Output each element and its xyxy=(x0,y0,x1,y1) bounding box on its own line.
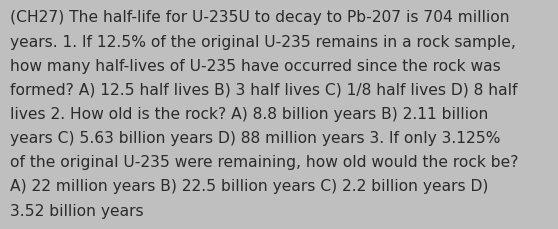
Text: how many half-lives of U-235 have occurred since the rock was: how many half-lives of U-235 have occurr… xyxy=(10,58,501,73)
Text: (CH27) The half-life for U-235U to decay to Pb-207 is 704 million: (CH27) The half-life for U-235U to decay… xyxy=(10,10,509,25)
Text: of the original U-235 were remaining, how old would the rock be?: of the original U-235 were remaining, ho… xyxy=(10,155,518,169)
Text: years. 1. If 12.5% of the original U-235 remains in a rock sample,: years. 1. If 12.5% of the original U-235… xyxy=(10,34,516,49)
Text: 3.52 billion years: 3.52 billion years xyxy=(10,203,143,218)
Text: A) 22 million years B) 22.5 billion years C) 2.2 billion years D): A) 22 million years B) 22.5 billion year… xyxy=(10,179,488,194)
Text: formed? A) 12.5 half lives B) 3 half lives C) 1/8 half lives D) 8 half: formed? A) 12.5 half lives B) 3 half liv… xyxy=(10,82,517,97)
Text: years C) 5.63 billion years D) 88 million years 3. If only 3.125%: years C) 5.63 billion years D) 88 millio… xyxy=(10,131,501,145)
Text: lives 2. How old is the rock? A) 8.8 billion years B) 2.11 billion: lives 2. How old is the rock? A) 8.8 bil… xyxy=(10,106,488,121)
